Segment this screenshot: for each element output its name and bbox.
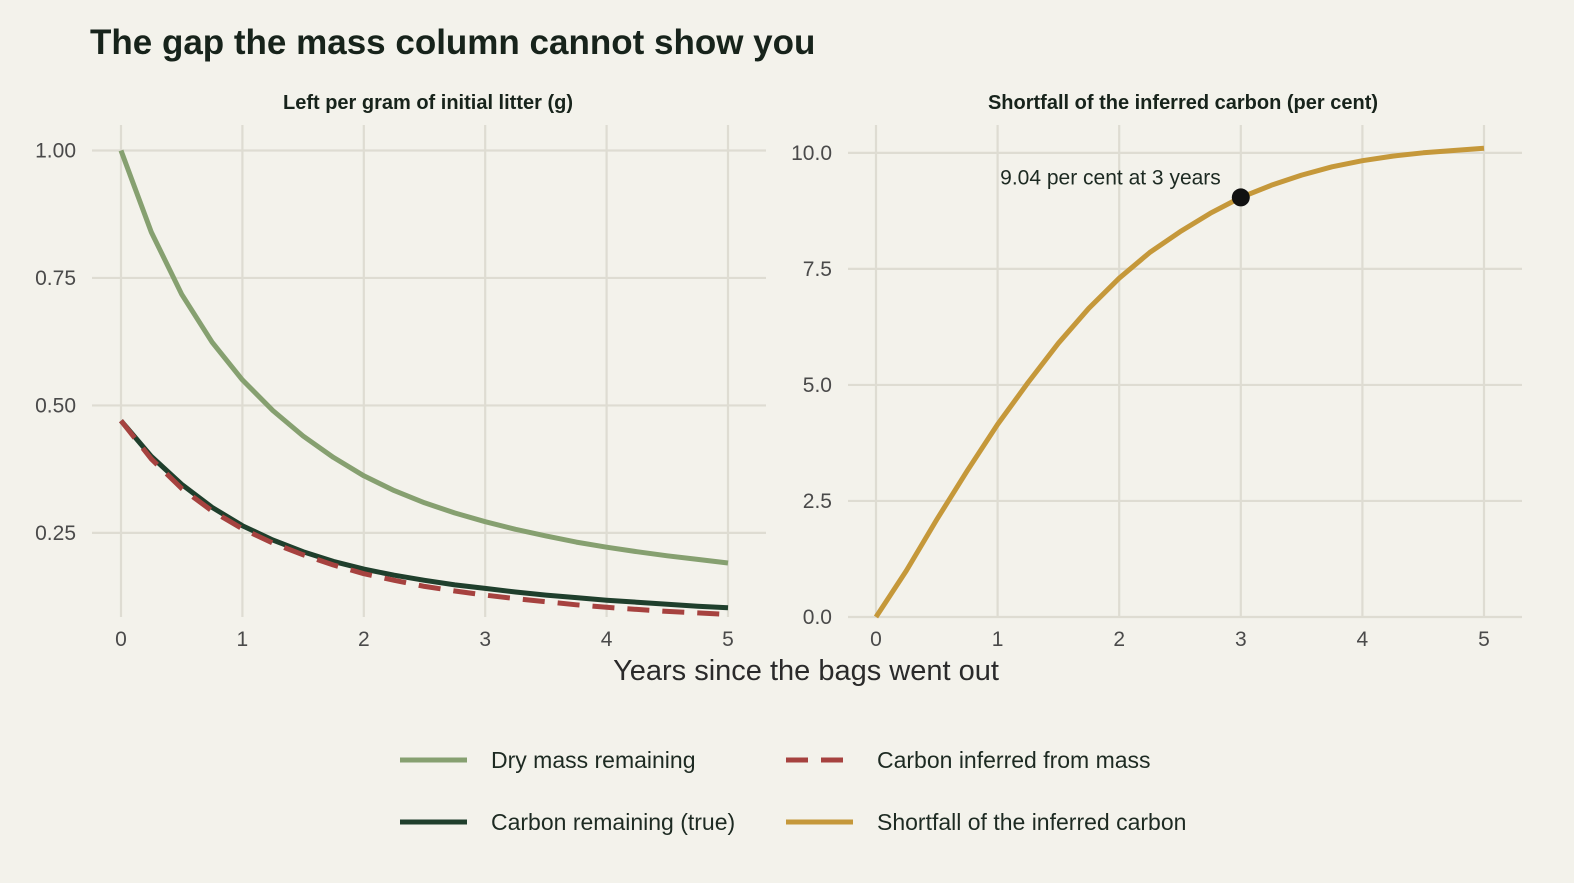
right-grid bbox=[848, 125, 1522, 619]
legend-label-2: Carbon remaining (true) bbox=[491, 809, 735, 835]
left-panel: Left per gram of initial litter (g) 0 1 2 3… bbox=[35, 92, 766, 651]
right-series-line-0 bbox=[873, 145, 1485, 619]
left-series-line-0 bbox=[118, 149, 729, 566]
right-y-tick-label: 10.0 bbox=[791, 142, 832, 165]
chart-title: The gap the mass column cannot show you bbox=[90, 23, 815, 62]
right-x-tick-label: 0 bbox=[870, 628, 882, 651]
left-x-tick-label: 3 bbox=[479, 628, 491, 651]
right-y-tick-label: 7.5 bbox=[803, 258, 832, 281]
right-series bbox=[873, 145, 1485, 619]
left-x-tick-label: 4 bbox=[601, 628, 613, 651]
right-y-tick-label: 2.5 bbox=[803, 490, 832, 513]
right-x-tick-label: 4 bbox=[1357, 628, 1369, 651]
right-x-tick-label: 3 bbox=[1235, 628, 1247, 651]
right-x-tick-label: 1 bbox=[992, 628, 1004, 651]
right-annotation-label: 9.04 per cent at 3 years bbox=[1000, 166, 1221, 189]
left-x-tick-label: 2 bbox=[358, 628, 370, 651]
x-axis-label: Years since the bags went out bbox=[613, 655, 999, 687]
left-x-tick-label: 1 bbox=[237, 628, 249, 651]
right-panel-title: Shortfall of the inferred carbon (per ce… bbox=[988, 92, 1378, 114]
left-y-tick-label: 0.25 bbox=[35, 522, 76, 545]
left-panel-title: Left per gram of initial litter (g) bbox=[283, 92, 573, 114]
right-panel: Shortfall of the inferred carbon (per ce… bbox=[791, 92, 1522, 651]
left-x-tick-label: 0 bbox=[115, 628, 127, 651]
left-y-tick-label: 1.00 bbox=[35, 139, 76, 162]
right-x-tick-label: 5 bbox=[1478, 628, 1490, 651]
left-ticks: 0 1 2 3 4 5 0.25 0.50 0.75 1.00 bbox=[35, 139, 734, 651]
legend-label-3: Shortfall of the inferred carbon bbox=[877, 809, 1186, 835]
left-series bbox=[118, 149, 729, 617]
right-y-tick-label: 0.0 bbox=[803, 606, 832, 629]
legend-label-1: Carbon inferred from mass bbox=[877, 747, 1151, 773]
right-x-tick-label: 2 bbox=[1113, 628, 1125, 651]
legend-label-0: Dry mass remaining bbox=[491, 747, 696, 773]
left-series-line-1 bbox=[119, 419, 729, 611]
left-x-tick-label: 5 bbox=[722, 628, 734, 651]
right-annotations: 9.04 per cent at 3 years bbox=[1000, 166, 1250, 207]
right-ticks: 0 1 2 3 4 5 0.0 2.5 5.0 7.5 10.0 bbox=[791, 142, 1490, 651]
legend: Dry mass remaining Carbon inferred from m… bbox=[400, 747, 1186, 835]
left-series-line-2 bbox=[119, 419, 729, 617]
left-y-tick-label: 0.75 bbox=[35, 267, 76, 290]
right-y-tick-label: 5.0 bbox=[803, 374, 832, 397]
right-annotation-point bbox=[1231, 188, 1250, 207]
left-y-tick-label: 0.50 bbox=[35, 394, 76, 417]
left-grid bbox=[92, 125, 766, 617]
